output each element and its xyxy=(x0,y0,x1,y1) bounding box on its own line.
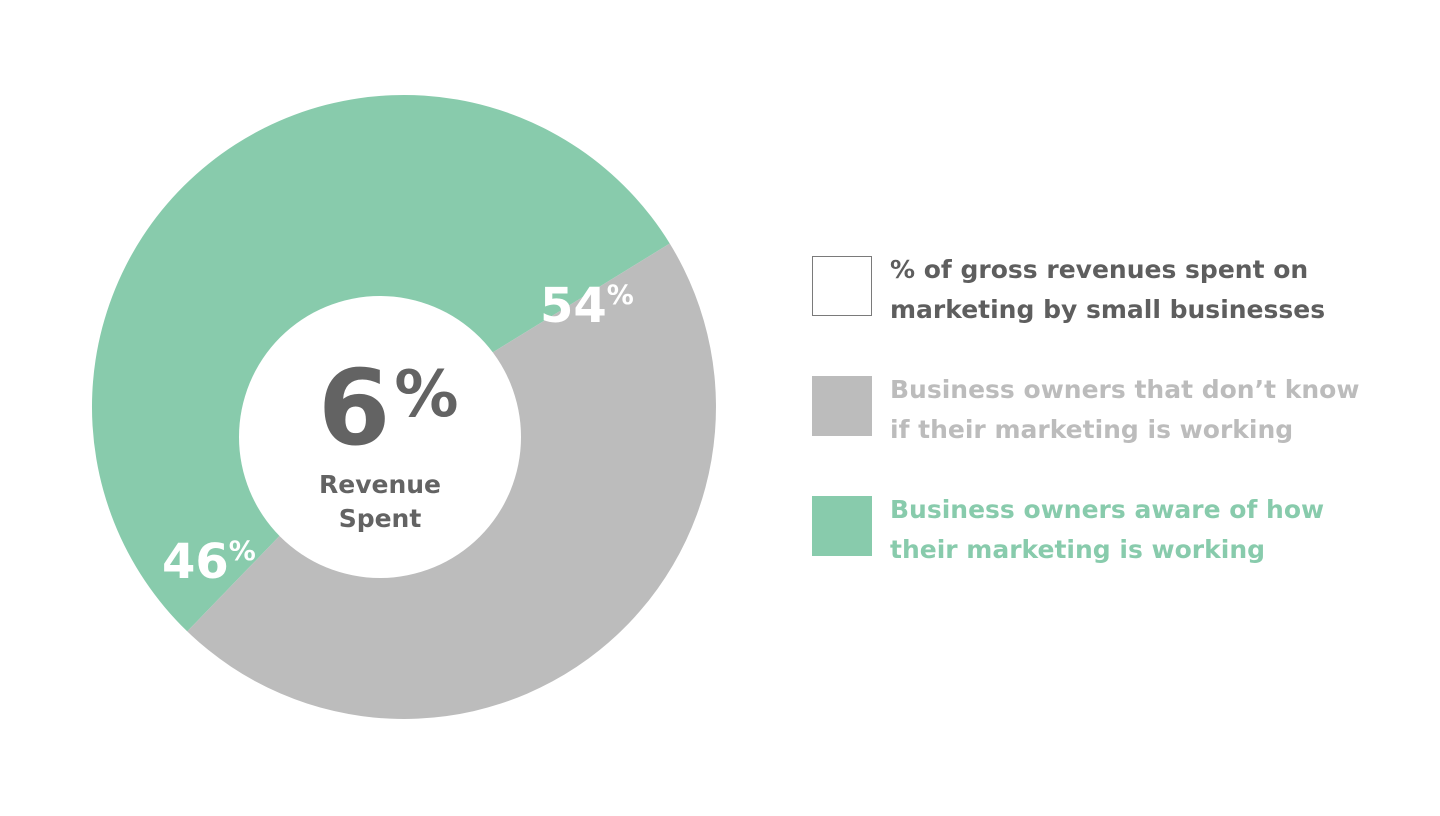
legend-item-dont-know: Business owners that don’t know if their… xyxy=(812,370,1392,490)
legend: % of gross revenues spent on marketing b… xyxy=(812,250,1392,610)
legend-label-dont-know: Business owners that don’t know if their… xyxy=(890,370,1390,450)
slice-label-gray: 46% xyxy=(162,534,256,590)
donut-hole xyxy=(239,296,521,578)
slice-label-green-value: 54 xyxy=(540,278,607,334)
center-value-number: 6 xyxy=(318,347,390,469)
legend-label-revenue-spent: % of gross revenues spent on marketing b… xyxy=(890,250,1390,330)
legend-swatch-aware xyxy=(812,496,872,556)
center-value-unit: % xyxy=(394,358,458,432)
legend-label-line: % of gross revenues spent on xyxy=(890,255,1309,284)
legend-item-revenue-spent: % of gross revenues spent on marketing b… xyxy=(812,250,1392,370)
slice-label-gray-value: 46 xyxy=(162,534,229,590)
legend-swatch-dont-know xyxy=(812,376,872,436)
center-value: 6% xyxy=(318,347,459,469)
center-caption-line-1: Revenue xyxy=(319,470,441,499)
legend-label-line: Business owners aware of how xyxy=(890,495,1325,524)
legend-label-line: their marketing is working xyxy=(890,535,1266,564)
legend-label-line: Business owners that don’t know xyxy=(890,375,1360,404)
legend-label-line: marketing by small businesses xyxy=(890,295,1326,324)
legend-swatch-revenue-spent xyxy=(812,256,872,316)
slice-label-gray-unit: % xyxy=(229,536,256,567)
legend-label-line: if their marketing is working xyxy=(890,415,1294,444)
legend-label-aware: Business owners aware of how their marke… xyxy=(890,490,1390,570)
legend-item-aware: Business owners aware of how their marke… xyxy=(812,490,1392,610)
center-caption-line-2: Spent xyxy=(339,504,422,533)
slice-label-green-unit: % xyxy=(607,280,634,311)
slice-label-green: 54% xyxy=(540,278,634,334)
